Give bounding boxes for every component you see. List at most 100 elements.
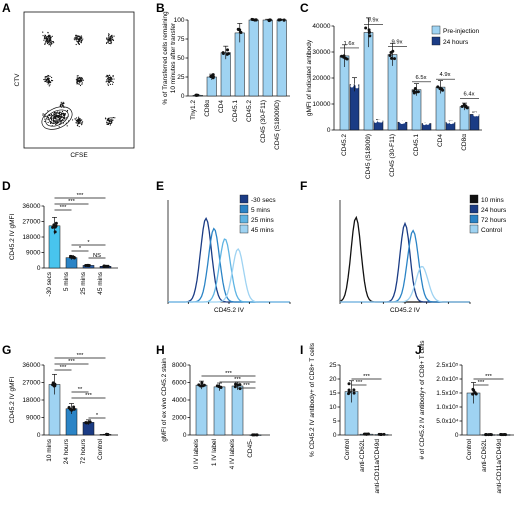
flow-event-dot bbox=[50, 42, 52, 44]
data-point-c bbox=[426, 121, 430, 125]
flow-event-dot bbox=[44, 118, 46, 120]
flow-event-dot bbox=[49, 41, 52, 43]
flow-event-dot bbox=[108, 42, 111, 45]
data-point-h bbox=[233, 385, 237, 389]
data-point-i bbox=[352, 391, 356, 395]
flow-event-dot bbox=[71, 119, 74, 121]
panel-letter-d: D bbox=[2, 179, 11, 193]
flow-event-dot bbox=[53, 42, 55, 44]
data-point-c bbox=[475, 112, 479, 116]
data-point-c bbox=[355, 82, 359, 86]
data-point-c bbox=[379, 119, 383, 123]
data-point-b bbox=[209, 75, 213, 79]
legend-label-f: Control bbox=[481, 227, 503, 234]
data-point-b bbox=[254, 18, 258, 22]
data-point-b bbox=[250, 17, 254, 21]
legend-swatch-f bbox=[469, 214, 479, 224]
x-tick-label-i: anti-CD11a/CD49d bbox=[374, 439, 381, 494]
data-point-c bbox=[449, 120, 453, 124]
histogram-curve-f bbox=[339, 215, 470, 303]
flow-event-dot bbox=[106, 79, 108, 81]
data-point-g bbox=[72, 407, 76, 411]
flow-event-dot bbox=[107, 40, 109, 42]
flow-event-dot bbox=[107, 77, 109, 80]
flow-event-dot bbox=[109, 39, 111, 42]
flow-event-dot bbox=[111, 121, 113, 123]
flow-event-dot bbox=[48, 42, 50, 44]
histogram-curve-f bbox=[340, 265, 470, 303]
flow-event-dot bbox=[59, 111, 61, 113]
x-tick-label-h: 0 IV labels bbox=[193, 438, 200, 469]
data-point-d bbox=[72, 255, 76, 259]
data-point-i bbox=[347, 382, 351, 386]
flow-event-dot bbox=[48, 85, 50, 87]
flow-event-dot bbox=[112, 119, 114, 121]
data-point-c bbox=[436, 85, 440, 89]
flow-event-dot bbox=[47, 41, 50, 43]
data-point-c bbox=[368, 34, 372, 38]
y-tick-label-b: 25 bbox=[177, 74, 185, 81]
y-axis-label-a: CTV bbox=[14, 73, 21, 87]
y-tick-label-h: 2000 bbox=[172, 415, 187, 422]
flow-event-dot bbox=[55, 123, 57, 126]
y-tick-label-j: 2.0x10⁵ bbox=[436, 376, 459, 383]
x-axis-label-f: CD45.2 IV bbox=[390, 307, 421, 314]
flow-event-dot bbox=[49, 45, 52, 47]
y-axis-label-i: % CD45.2 IV antibody+ of CD8+ T cells bbox=[309, 342, 316, 457]
flow-event-dot bbox=[49, 81, 51, 83]
flow-event-dot bbox=[113, 78, 115, 80]
data-point-b bbox=[282, 18, 286, 22]
flow-event-dot bbox=[110, 78, 112, 80]
flow-event-dot bbox=[110, 39, 112, 41]
significance-label-i: *** bbox=[356, 380, 364, 386]
flow-event-dot bbox=[108, 82, 110, 84]
significance-label-g: ** bbox=[78, 387, 83, 393]
flow-event-dot bbox=[49, 35, 51, 37]
flow-event-dot bbox=[44, 120, 46, 123]
data-point-d bbox=[86, 263, 90, 267]
flow-event-dot bbox=[74, 37, 76, 39]
y-tick-label-c: 20000 bbox=[312, 75, 330, 82]
flow-event-dot bbox=[81, 77, 83, 80]
x-tick-label-h: 4 IV labels bbox=[229, 438, 236, 469]
flow-event-dot bbox=[60, 114, 63, 116]
flow-event-dot bbox=[106, 121, 108, 123]
flow-event-dot bbox=[65, 117, 68, 119]
y-tick-label-j: 1.5x10⁵ bbox=[436, 390, 459, 397]
legend-label-c: Pre-injection bbox=[443, 28, 480, 35]
flow-event-dot bbox=[62, 103, 64, 105]
flow-event-dot bbox=[77, 79, 79, 81]
data-point-j bbox=[471, 387, 475, 391]
flow-event-dot bbox=[111, 36, 113, 38]
flow-event-dot bbox=[80, 40, 82, 42]
data-point-d bbox=[68, 255, 72, 259]
flow-event-dot bbox=[108, 34, 110, 37]
x-tick-label-j: anti-CD11a/CD49d bbox=[496, 439, 503, 494]
flow-event-dot bbox=[44, 43, 46, 46]
flow-event-dot bbox=[43, 39, 45, 41]
flow-event-dot bbox=[47, 79, 49, 81]
flow-event-dot bbox=[64, 113, 66, 115]
flow-event-dot bbox=[107, 74, 109, 77]
panel-letter-h: H bbox=[156, 343, 165, 357]
significance-label-j: *** bbox=[478, 380, 486, 386]
x-tick-label-j: anti-CD62L bbox=[481, 439, 488, 472]
flow-event-dot bbox=[47, 118, 49, 120]
flow-event-dot bbox=[109, 83, 112, 85]
y-tick-label-i: 0 bbox=[333, 432, 337, 439]
bar-h bbox=[195, 384, 208, 436]
flow-event-dot bbox=[75, 38, 77, 40]
data-point-h bbox=[253, 433, 257, 437]
fold-change-label: 9.9x bbox=[392, 40, 403, 46]
flow-event-dot bbox=[73, 38, 75, 40]
flow-event-dot bbox=[106, 74, 108, 76]
flow-event-dot bbox=[107, 76, 109, 78]
flow-event-dot bbox=[52, 121, 54, 123]
y-tick-label-b: 100 bbox=[174, 17, 185, 24]
x-tick-label-d: 5 mins bbox=[63, 271, 70, 291]
flow-event-dot bbox=[81, 36, 83, 38]
data-point-g bbox=[105, 432, 109, 436]
flow-event-dot bbox=[51, 76, 53, 79]
flow-event-dot bbox=[76, 37, 78, 40]
flow-event-dot bbox=[110, 41, 112, 43]
